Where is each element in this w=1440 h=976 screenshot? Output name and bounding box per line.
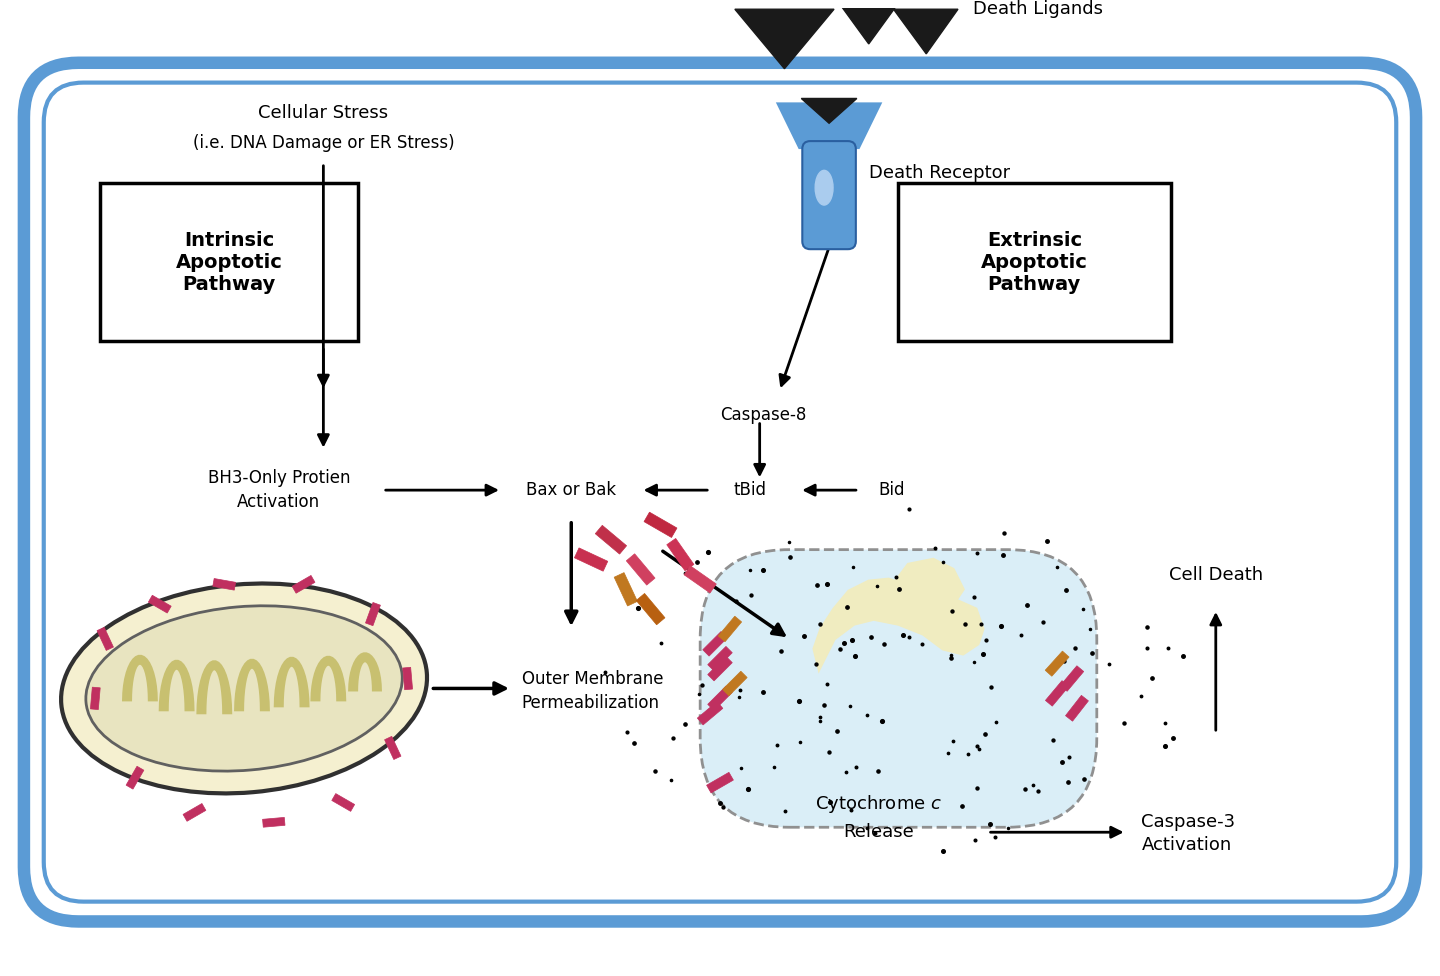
Polygon shape [235,660,269,711]
Polygon shape [723,671,747,696]
Polygon shape [644,512,677,538]
Polygon shape [697,702,723,725]
Polygon shape [814,580,982,669]
Polygon shape [275,658,308,707]
Polygon shape [707,686,733,711]
Text: Death Receptor: Death Receptor [868,164,1009,182]
Polygon shape [1066,695,1089,721]
Polygon shape [613,573,638,606]
Polygon shape [707,772,733,793]
Text: Permeabilization: Permeabilization [521,694,660,712]
Polygon shape [96,628,114,650]
Polygon shape [366,602,380,626]
Text: Bid: Bid [878,481,906,499]
Polygon shape [684,566,716,593]
Text: Cytochrome $\it{c}$: Cytochrome $\it{c}$ [815,793,942,816]
Polygon shape [1045,651,1068,676]
Text: Death Ligands: Death Ligands [973,0,1103,19]
Polygon shape [403,668,412,690]
Ellipse shape [815,171,832,205]
Text: Cell Death: Cell Death [1169,566,1263,585]
Text: Extrinsic
Apoptotic
Pathway: Extrinsic Apoptotic Pathway [981,230,1087,294]
Polygon shape [148,595,171,613]
FancyBboxPatch shape [700,549,1097,828]
Polygon shape [636,593,665,625]
Polygon shape [160,661,193,711]
Text: Caspase-8: Caspase-8 [720,406,806,424]
Polygon shape [626,553,655,586]
Text: Bax or Bak: Bax or Bak [526,481,616,499]
Polygon shape [707,646,733,671]
Polygon shape [262,818,285,828]
FancyBboxPatch shape [101,183,359,342]
Polygon shape [1045,680,1068,707]
Polygon shape [575,548,608,571]
Polygon shape [213,579,236,590]
Polygon shape [197,662,232,713]
Text: Cellular Stress: Cellular Stress [258,104,389,122]
Polygon shape [91,687,101,710]
Polygon shape [707,656,733,681]
Polygon shape [801,99,857,123]
Polygon shape [292,576,315,593]
Polygon shape [703,631,727,656]
FancyBboxPatch shape [802,142,855,249]
Text: Activation: Activation [238,493,320,511]
Text: Activation: Activation [1142,836,1231,854]
Polygon shape [384,736,400,759]
Polygon shape [122,656,157,701]
Polygon shape [829,0,909,44]
Text: Intrinsic
Apoptotic
Pathway: Intrinsic Apoptotic Pathway [176,230,282,294]
Polygon shape [894,559,963,604]
Text: BH3-Only Protien: BH3-Only Protien [207,469,350,487]
FancyBboxPatch shape [24,62,1416,921]
Polygon shape [311,657,346,701]
Polygon shape [1060,666,1084,691]
Text: Outer Membrane: Outer Membrane [521,670,664,687]
Polygon shape [778,103,881,148]
Polygon shape [348,653,382,690]
Text: Caspase-3: Caspase-3 [1142,813,1236,832]
Ellipse shape [60,584,428,793]
Polygon shape [894,9,958,54]
Polygon shape [595,525,626,554]
Polygon shape [183,803,206,821]
Text: Release: Release [844,823,914,841]
Polygon shape [719,616,742,641]
Polygon shape [331,793,354,811]
Polygon shape [127,766,144,790]
Text: tBid: tBid [733,481,766,499]
Polygon shape [667,539,694,571]
FancyBboxPatch shape [899,183,1171,342]
Polygon shape [734,9,834,68]
Text: (i.e. DNA Damage or ER Stress): (i.e. DNA Damage or ER Stress) [193,134,454,152]
Ellipse shape [86,606,402,771]
